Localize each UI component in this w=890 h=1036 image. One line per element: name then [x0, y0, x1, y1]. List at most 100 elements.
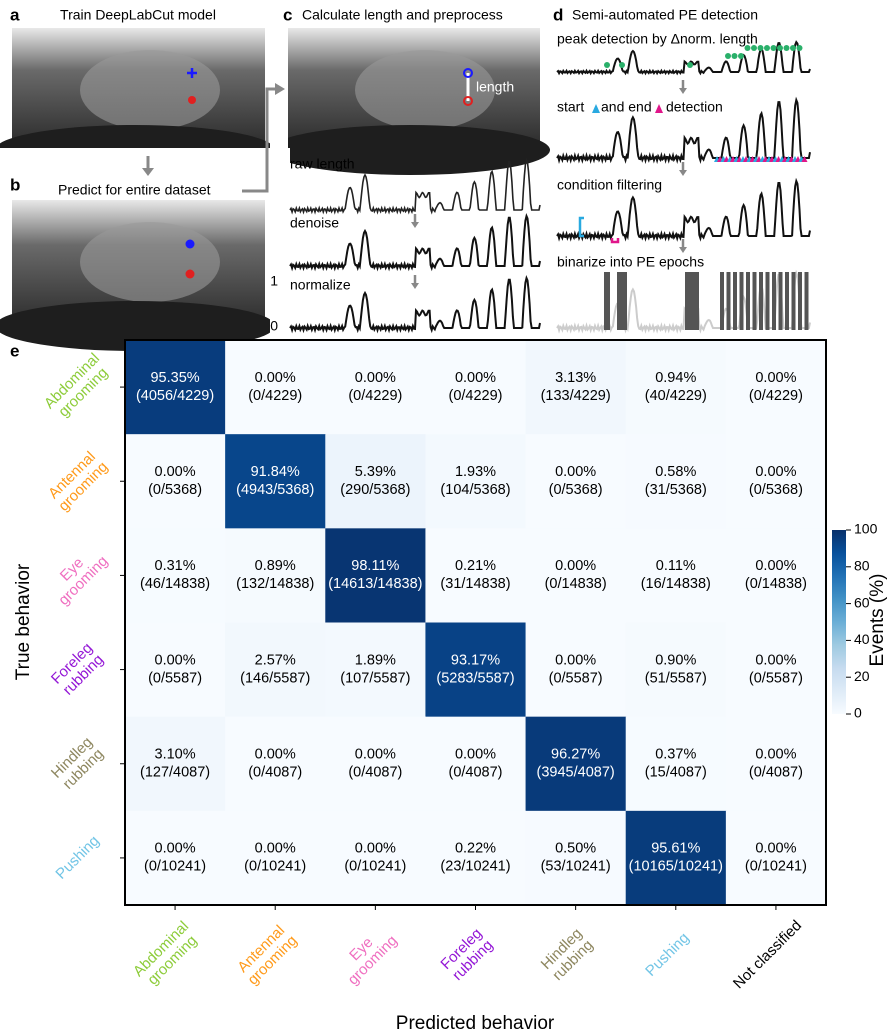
- cell-count-label: (10165/10241): [629, 859, 723, 875]
- x-tick-label: Forelegrubbing: [437, 925, 496, 984]
- cell-count-label: (4943/5368): [236, 482, 314, 498]
- x-axis-title: Predicted behavior: [396, 1013, 555, 1034]
- cell-count-label: (0/5587): [749, 670, 803, 686]
- y-tick-label: Abdominalgrooming: [41, 350, 114, 423]
- cell-count-label: (107/5587): [340, 670, 410, 686]
- cell-count-label: (290/5368): [340, 482, 410, 498]
- cell-count-label: (0/4229): [248, 388, 302, 404]
- cell-value-label: 0.58%: [655, 464, 696, 480]
- epoch-bar: [792, 272, 796, 330]
- cell-value-label: 1.89%: [355, 652, 396, 668]
- epoch-bar: [779, 272, 783, 330]
- cell-value-label: 0.37%: [655, 747, 696, 763]
- cell-value-label: 0.90%: [655, 652, 696, 668]
- epoch-bar: [685, 272, 699, 330]
- panel-letter: e: [10, 341, 19, 360]
- x-tick-label: Eyegrooming: [333, 921, 401, 989]
- cell-count-label: (31/14838): [440, 576, 510, 592]
- cell-count-label: (0/10241): [344, 859, 406, 875]
- cell-value-label: 0.00%: [555, 558, 596, 574]
- colorbar-tick-label: 0: [854, 705, 862, 721]
- keypoint: [186, 240, 195, 249]
- y-tick-label: Antennalgrooming: [44, 447, 112, 515]
- x-tick-label: Not classified: [730, 917, 805, 992]
- panel-letter: d: [553, 5, 563, 24]
- cell-value-label: 0.00%: [555, 652, 596, 668]
- cell-count-label: (0/5368): [749, 482, 803, 498]
- cell-value-label: 0.89%: [255, 558, 296, 574]
- cell-value-label: 0.00%: [255, 841, 296, 857]
- epoch-bar: [785, 272, 789, 330]
- cell-count-label: (0/4087): [749, 765, 803, 781]
- cell-value-label: 0.50%: [555, 841, 596, 857]
- x-tick-label: Abdominalgrooming: [130, 918, 203, 991]
- peak-dot: [771, 45, 777, 51]
- step-label: detection: [666, 99, 723, 115]
- x-tick-label: Hindlegrubbing: [538, 925, 597, 984]
- cell-count-label: (0/4087): [348, 765, 402, 781]
- epoch-bar: [759, 272, 763, 330]
- epoch-bar: [805, 272, 809, 330]
- epoch-bar: [727, 272, 731, 330]
- cell-count-label: (53/10241): [541, 859, 611, 875]
- cell-value-label: 0.22%: [455, 841, 496, 857]
- panel-title: Predict for entire dataset: [58, 182, 211, 198]
- epoch-bar: [604, 272, 610, 330]
- keypoint: [186, 270, 195, 279]
- cell-count-label: (0/5368): [148, 482, 202, 498]
- colorbar-tick-label: 20: [854, 668, 870, 684]
- cell-value-label: 0.00%: [555, 464, 596, 480]
- panel-title: Semi-automated PE detection: [572, 7, 758, 23]
- peak-dot: [604, 62, 610, 68]
- cell-count-label: (0/4087): [248, 765, 302, 781]
- step-label: start: [557, 99, 584, 115]
- y-axis-title: True behavior: [13, 563, 34, 680]
- cell-value-label: 0.00%: [355, 841, 396, 857]
- epoch-bar: [798, 272, 802, 330]
- cell-value-label: 98.11%: [351, 558, 399, 574]
- cell-count-label: (4056/4229): [136, 388, 214, 404]
- colorbar-title: Events (%): [867, 574, 888, 667]
- peak-dot: [764, 45, 770, 51]
- cell-value-label: 0.00%: [355, 370, 396, 386]
- cell-count-label: (0/14838): [545, 576, 607, 592]
- y-tick-label: Hindlegrubbing: [48, 734, 107, 793]
- fly-body: [80, 50, 220, 130]
- cell-count-label: (0/14838): [745, 576, 807, 592]
- panel-letter: a: [10, 5, 20, 24]
- panel-title: Calculate length and preprocess: [302, 7, 503, 23]
- cell-count-label: (51/5587): [645, 670, 707, 686]
- filter-bracket: [612, 238, 618, 242]
- cell-count-label: (3945/4087): [537, 765, 615, 781]
- cell-count-label: (133/4229): [541, 388, 611, 404]
- cell-count-label: (0/10241): [244, 859, 306, 875]
- cell-count-label: (23/10241): [440, 859, 510, 875]
- cell-value-label: 0.00%: [155, 464, 196, 480]
- cell-count-label: (0/10241): [144, 859, 206, 875]
- colorbar-tick-label: 40: [854, 631, 870, 647]
- epoch-bar: [772, 272, 776, 330]
- fly-body: [355, 50, 495, 130]
- panel-title: Train DeepLabCut model: [60, 7, 216, 23]
- cell-count-label: (0/4229): [348, 388, 402, 404]
- cell-value-label: 0.00%: [755, 747, 796, 763]
- y-tick-label: Pushing: [52, 832, 102, 882]
- cell-count-label: (31/5368): [645, 482, 707, 498]
- cell-value-label: 0.94%: [655, 370, 696, 386]
- peak-dot: [687, 62, 693, 68]
- panel-letter: c: [283, 5, 292, 24]
- colorbar-tick-label: 80: [854, 558, 870, 574]
- epoch-bar: [753, 272, 757, 330]
- panel-letter: b: [10, 175, 20, 194]
- figure: a Train DeepLabCut model b Predict for e…: [0, 0, 890, 1036]
- cell-count-label: (0/4229): [448, 388, 502, 404]
- cell-count-label: (14613/14838): [328, 576, 422, 592]
- cell-value-label: 0.00%: [355, 747, 396, 763]
- arrow-head: [679, 88, 687, 94]
- cell-value-label: 0.00%: [155, 652, 196, 668]
- step-label: and end: [601, 99, 652, 115]
- cell-count-label: (16/14838): [641, 576, 711, 592]
- cell-count-label: (127/4087): [140, 765, 210, 781]
- image-panels: [0, 0, 550, 351]
- length-label: length: [476, 79, 514, 95]
